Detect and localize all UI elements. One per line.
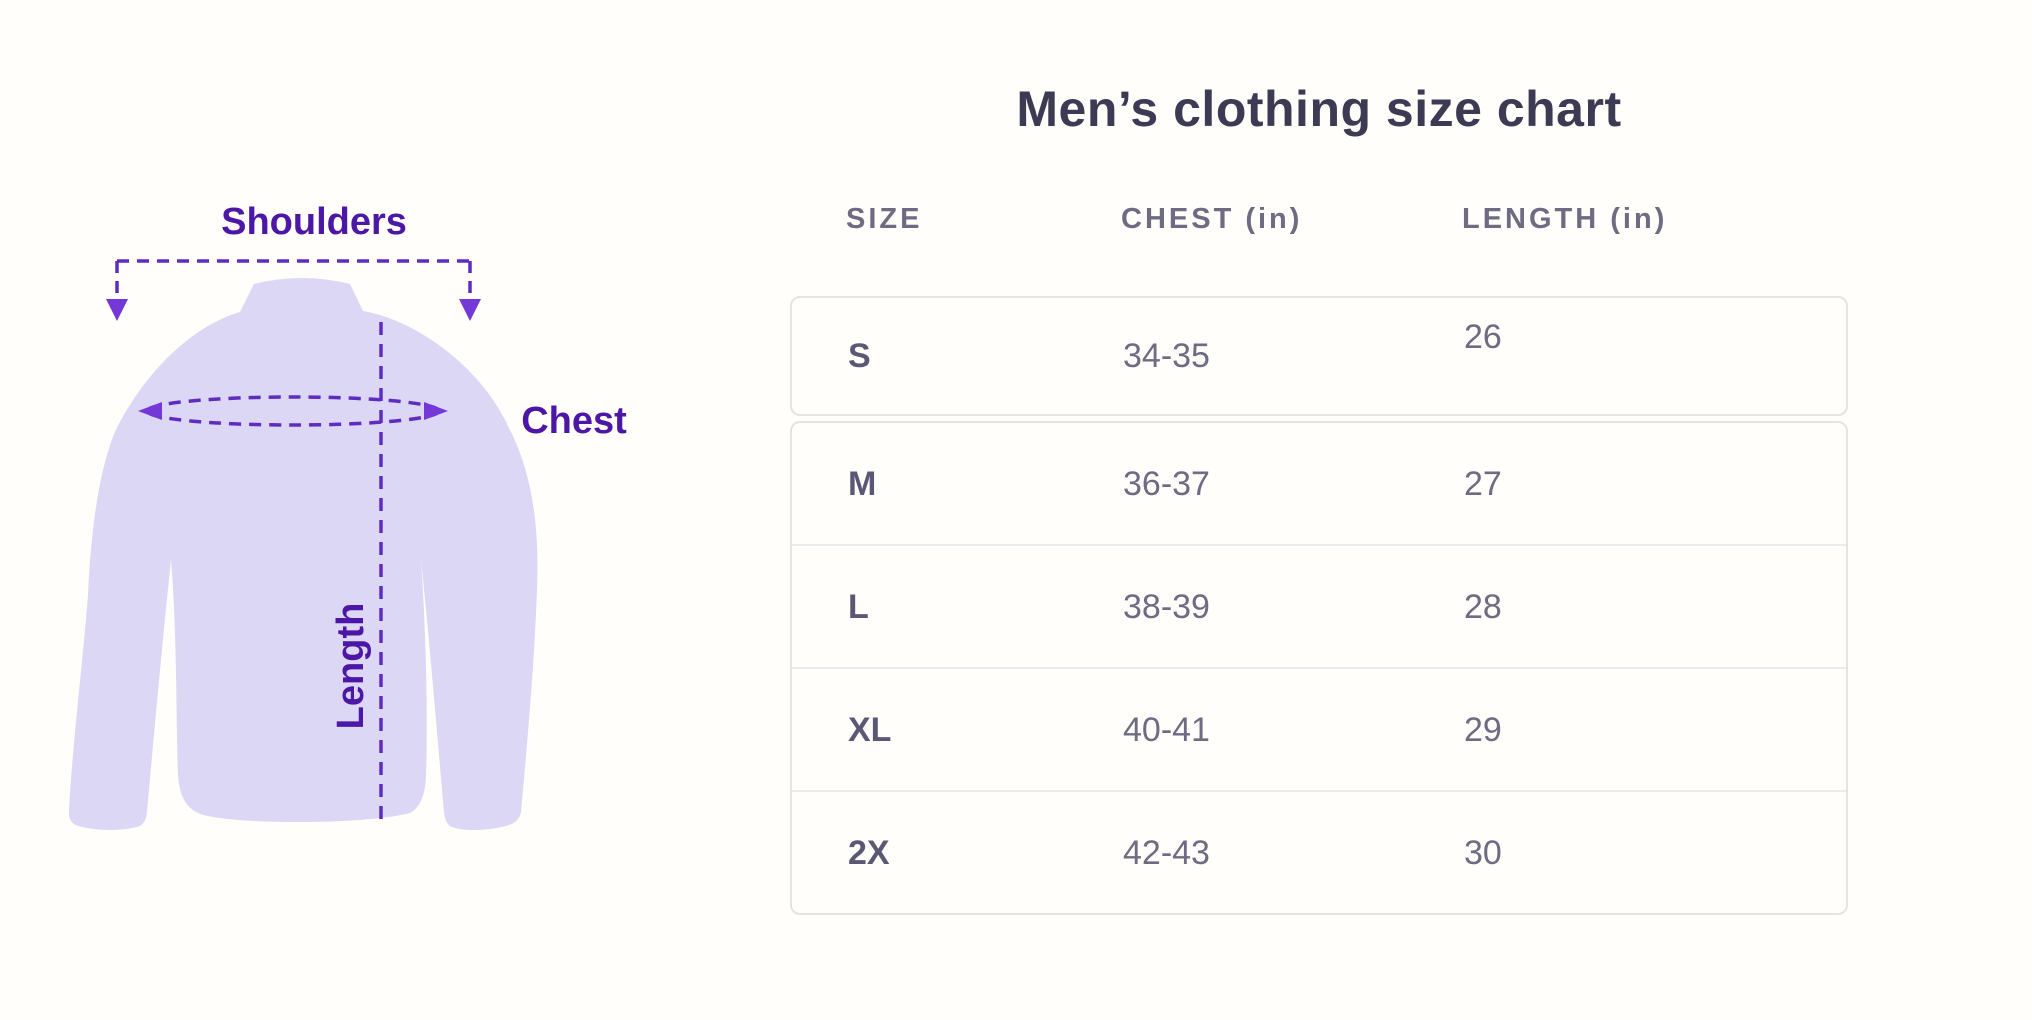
table-card-bottom: M 36-37 27 L 38-39 28 XL 40-41 29 2X 42-… [790, 421, 1848, 915]
chest-cell: 40-41 [1123, 710, 1210, 749]
column-header-chest: CHEST (in) [1121, 202, 1303, 235]
length-label: Length [330, 602, 372, 730]
table-row: 2X 42-43 30 [792, 790, 1846, 913]
shoulder-arrow-right-icon [459, 299, 481, 321]
table-header-row: SIZE CHEST (in) LENGTH (in) [790, 198, 1848, 240]
chest-cell: 42-43 [1123, 833, 1210, 872]
size-cell: 2X [848, 833, 890, 872]
size-cell: S [848, 337, 871, 375]
chest-cell: 34-35 [1123, 337, 1210, 375]
length-cell: 28 [1464, 587, 1502, 626]
table-card-top: S 34-35 26 [790, 296, 1848, 416]
size-cell: L [848, 587, 869, 626]
chest-label: Chest [521, 400, 627, 442]
shoulder-arrow-left-icon [106, 299, 128, 321]
column-header-length: LENGTH (in) [1462, 202, 1668, 235]
chest-cell: 36-37 [1123, 464, 1210, 503]
size-cell: M [848, 464, 877, 503]
shirt-back-illustration [68, 259, 538, 831]
length-cell: 29 [1464, 710, 1502, 749]
shoulders-measure-bracket [115, 259, 472, 296]
length-cell: 30 [1464, 833, 1502, 872]
column-header-size: SIZE [846, 202, 923, 235]
table-row: M 36-37 27 [792, 423, 1846, 544]
table-row: L 38-39 28 [792, 544, 1846, 667]
shoulders-label: Shoulders [221, 201, 407, 243]
table-row: S 34-35 26 [792, 298, 1846, 414]
chest-cell: 38-39 [1123, 587, 1210, 626]
shirt-silhouette-shape [68, 278, 538, 831]
table-row: XL 40-41 29 [792, 667, 1846, 790]
chest-arrow-right-icon [424, 402, 448, 420]
chest-arrow-left-icon [138, 402, 162, 420]
size-cell: XL [848, 710, 892, 749]
length-cell: 26 [1464, 318, 1502, 356]
length-cell: 27 [1464, 464, 1502, 503]
page-title: Men’s clothing size chart [1016, 81, 1622, 137]
size-table-section: Men’s clothing size chart SIZE CHEST (in… [790, 0, 1848, 1020]
